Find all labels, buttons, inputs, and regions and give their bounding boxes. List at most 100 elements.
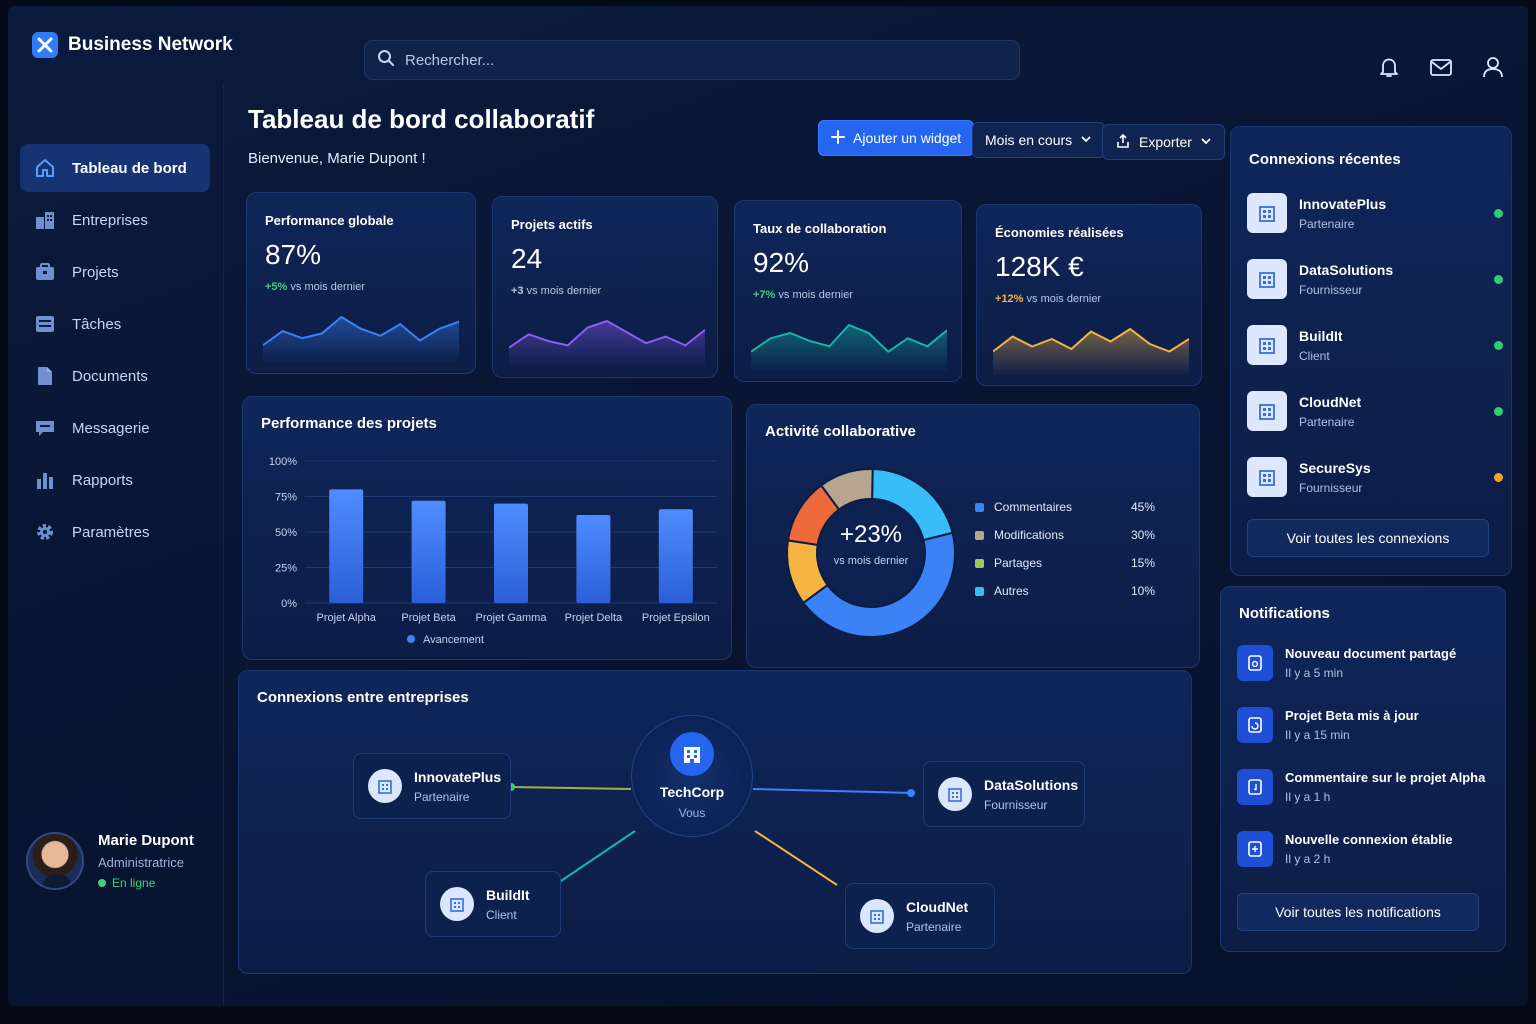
view-all-notifications-button[interactable]: Voir toutes les notifications — [1237, 893, 1479, 931]
connection-item[interactable]: DataSolutions Fournisseur — [1247, 251, 1503, 307]
activity-card: Activité collaborative +23% vs mois dern… — [746, 404, 1200, 668]
brand[interactable]: Business Network — [32, 32, 233, 58]
export-label: Exporter — [1139, 134, 1192, 150]
sparkline-line — [263, 316, 459, 347]
kpi-card-savings[interactable]: Économies réalisées 128K € +12% vs mois … — [976, 204, 1202, 386]
legend-value: 45% — [1130, 500, 1155, 514]
add-widget-button[interactable]: Ajouter un widget — [818, 120, 975, 156]
connection-item[interactable]: SecureSys Fournisseur — [1247, 449, 1503, 505]
y-tick-label: 50% — [275, 527, 297, 539]
y-tick-label: 25% — [275, 563, 297, 575]
notification-item[interactable]: Nouvelle connexion établie Il y a 2 h — [1237, 823, 1487, 875]
node-name: CloudNet — [906, 898, 969, 915]
user-role: Administratrice — [98, 855, 184, 870]
notification-time: Il y a 15 min — [1285, 728, 1350, 742]
notification-item[interactable]: Nouveau document partagé Il y a 5 min — [1237, 637, 1487, 689]
bell-icon[interactable] — [1376, 54, 1402, 80]
sparkline-line — [509, 320, 705, 349]
chevron-down-icon — [1200, 134, 1212, 150]
buildings-icon — [34, 209, 56, 231]
app-name: Business Network — [68, 34, 233, 55]
x-tick-label: Projet Epsilon — [642, 612, 710, 624]
sidebar-item-messaging[interactable]: Messagerie — [20, 404, 210, 452]
refresh-icon — [1237, 707, 1273, 743]
section-title: Connexions entre entreprises — [257, 689, 469, 706]
link-dot-datasolutions — [907, 789, 915, 797]
kpi-delta: +3 vs mois dernier — [511, 285, 601, 297]
notification-time: Il y a 2 h — [1285, 852, 1331, 866]
donut-legend: Commentaires 45% Modifications 30% Partage… — [975, 493, 1155, 605]
projects-bar-chart: 0% 25% 50% 75% 100% Projet Alpha Projet Beta Pr… — [269, 456, 717, 646]
donut-hole — [819, 501, 923, 605]
legend-swatch — [975, 530, 984, 540]
sparkline-projects — [509, 320, 705, 367]
network-node-cloudnet[interactable]: CloudNet Partenaire — [845, 883, 995, 949]
top-icons — [1376, 54, 1506, 80]
building-icon — [1247, 193, 1287, 233]
building-icon — [860, 899, 894, 933]
plus-icon — [831, 129, 845, 147]
logo-icon — [32, 32, 58, 58]
kpi-card-performance[interactable]: Performance globale 87% +5% vs mois dern… — [246, 192, 476, 374]
kpi-title: Performance globale — [265, 213, 394, 228]
kpi-value: 87% — [265, 239, 322, 270]
sidebar-item-label: Tableau de bord — [72, 159, 187, 177]
mail-icon[interactable] — [1428, 54, 1454, 80]
x-tick-label: Projet Alpha — [317, 612, 377, 624]
notification-item[interactable]: Commentaire sur le projet Alpha Il y a 1 … — [1237, 761, 1487, 813]
kpi-delta: +7% vs mois dernier — [753, 289, 853, 301]
search-input[interactable] — [405, 51, 985, 69]
network-node-buildit[interactable]: BuildIt Client — [425, 871, 561, 937]
period-select[interactable]: Mois en cours — [972, 122, 1106, 158]
user-icon[interactable] — [1480, 54, 1506, 80]
center-node-techcorp[interactable]: TechCorp Vous — [631, 715, 753, 837]
sidebar-item-projects[interactable]: Projets — [20, 248, 210, 296]
view-all-connections-button[interactable]: Voir toutes les connexions — [1247, 519, 1489, 557]
activity-donut-chart — [786, 467, 956, 638]
sidebar-item-label: Rapports — [72, 471, 133, 489]
donut-center-text: vs mois dernier — [833, 555, 909, 567]
sidebar-item-documents[interactable]: Documents — [20, 352, 210, 400]
chevron-down-icon — [1080, 132, 1092, 148]
top-bar: Business Network — [8, 6, 1528, 84]
connection-item[interactable]: InnovatePlus Partenaire — [1247, 185, 1503, 241]
center-node-role: Vous — [678, 806, 706, 820]
network-node-innovateplus[interactable]: InnovatePlus Partenaire — [353, 753, 511, 819]
node-role: Client — [486, 907, 517, 922]
sidebar-item-settings[interactable]: Paramètres — [20, 508, 210, 556]
kpi-delta: +12% vs mois dernier — [995, 293, 1101, 305]
comment-icon — [1237, 769, 1273, 805]
document-icon — [34, 365, 56, 387]
sidebar-item-dashboard[interactable]: Tableau de bord — [20, 144, 210, 192]
notification-item[interactable]: Projet Beta mis à jour Il y a 15 min — [1237, 699, 1487, 751]
status-dot — [1494, 275, 1503, 284]
connection-item[interactable]: CloudNet Partenaire — [1247, 383, 1503, 439]
notification-title: Projet Beta mis à jour — [1285, 708, 1419, 723]
y-tick-label: 0% — [281, 598, 297, 610]
sidebar-item-reports[interactable]: Rapports — [20, 456, 210, 504]
legend-item: Modifications 30% — [975, 521, 1155, 549]
connection-name: BuildIt — [1299, 327, 1343, 344]
legend-item: Partages 15% — [975, 549, 1155, 577]
user-profile[interactable]: Marie Dupont Administratrice En ligne — [26, 832, 194, 890]
notification-title: Nouveau document partagé — [1285, 646, 1457, 661]
recent-connections-card: Connexions récentes InnovatePlus Partenai… — [1230, 126, 1512, 576]
sparkline-area — [751, 325, 947, 371]
online-dot — [98, 879, 106, 887]
kpi-card-projects[interactable]: Projets actifs 24 +3 vs mois dernier — [492, 196, 718, 378]
search-bar[interactable] — [364, 40, 1020, 80]
center-node-name: TechCorp — [659, 784, 725, 800]
bar — [494, 503, 528, 603]
kpi-delta-value: +5% — [265, 281, 288, 293]
sidebar-item-companies[interactable]: Entreprises — [20, 196, 210, 244]
export-button[interactable]: Exporter — [1102, 124, 1225, 160]
legend-swatch — [975, 558, 984, 568]
kpi-card-collaboration[interactable]: Taux de collaboration 92% +7% vs mois de… — [734, 200, 962, 382]
chart-icon — [34, 469, 56, 491]
sidebar-item-tasks[interactable]: Tâches — [20, 300, 210, 348]
sidebar-item-label: Messagerie — [72, 419, 150, 437]
connection-item[interactable]: BuildIt Client — [1247, 317, 1503, 373]
briefcase-icon — [34, 261, 56, 283]
network-node-datasolutions[interactable]: DataSolutions Fournisseur — [923, 761, 1085, 827]
building-icon — [1247, 325, 1287, 365]
